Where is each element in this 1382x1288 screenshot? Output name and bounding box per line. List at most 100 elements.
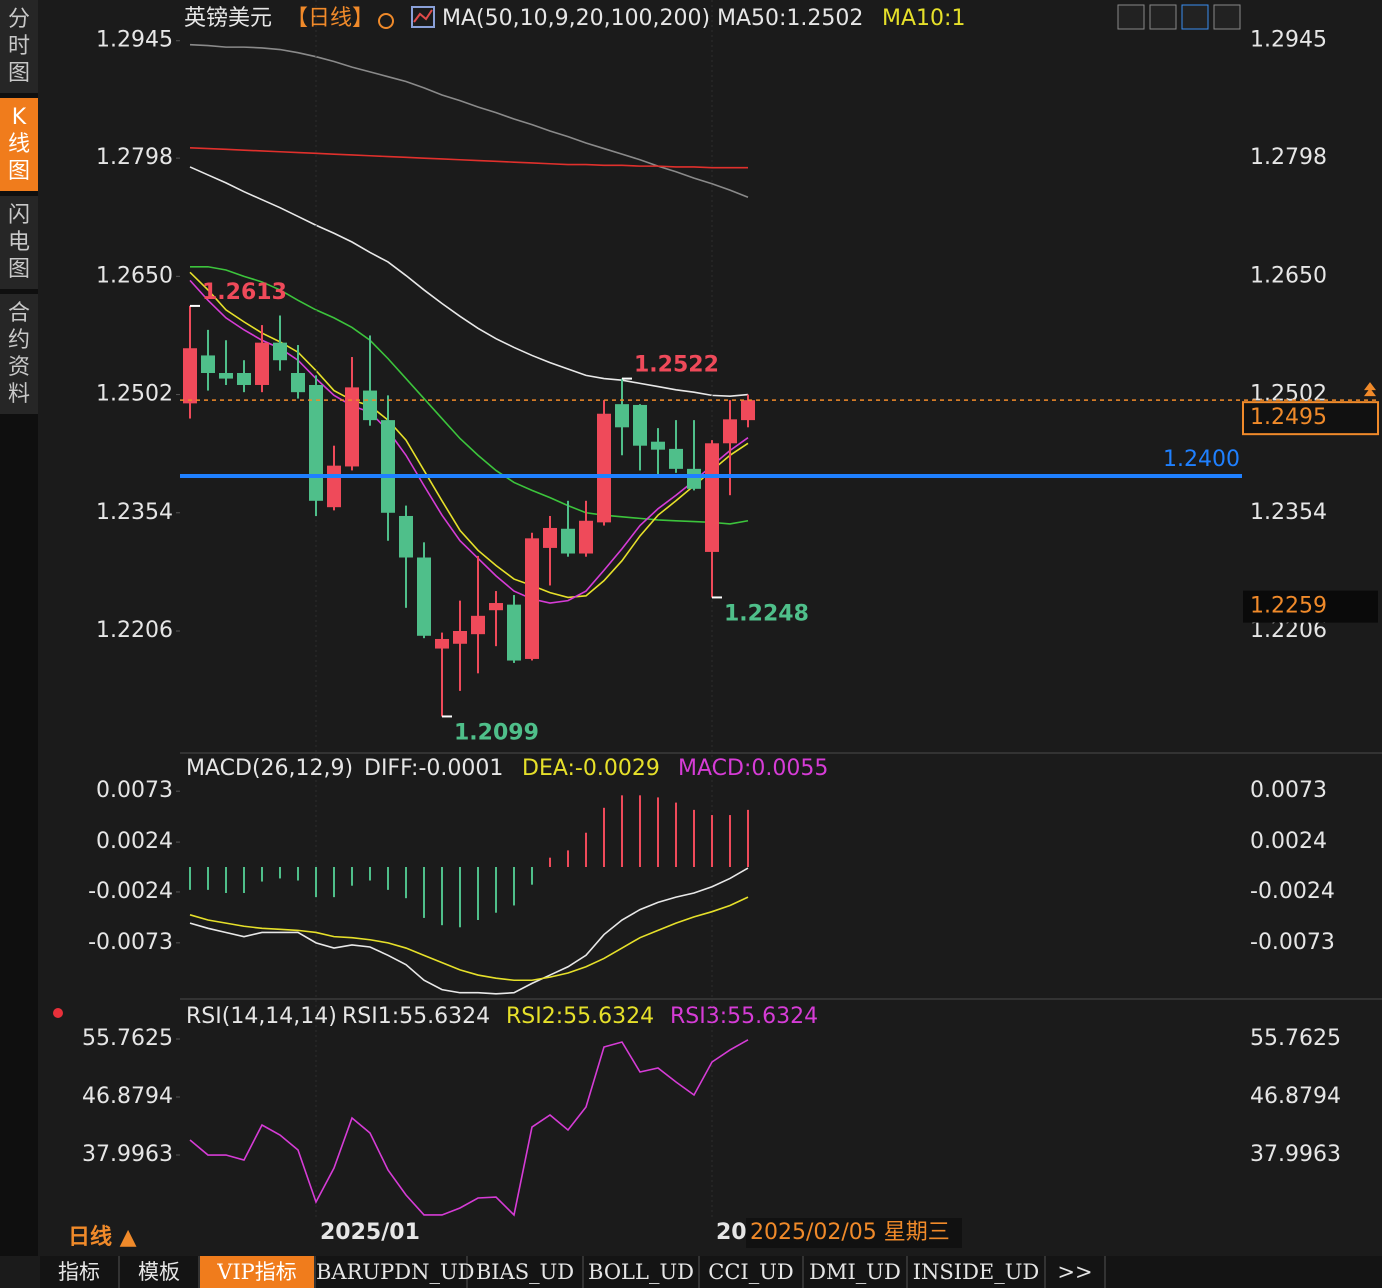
candle-body [255,342,269,385]
indicator-tab[interactable]: DMI_UD [804,1256,908,1288]
indicator-tab[interactable]: >> [1046,1256,1106,1288]
y-tick-label: 46.8794 [82,1084,173,1109]
chart-area: 英镑美元 【日线】 MA(50,10,9,20,100,200) MA50:1.… [38,0,1382,1256]
macd-value: DEA:-0.0029 [522,756,660,781]
indicator-icon[interactable] [411,6,435,28]
y-tick-label: 37.9963 [82,1142,173,1167]
last-price-label: 1.2495 [1250,405,1327,430]
candle-body [525,538,539,659]
y-tick-label: 46.8794 [1250,1084,1341,1109]
indicator-title: MA(50,10,9,20,100,200) [442,6,710,31]
cursor-date: 2025/02/05 星期三 [750,1220,950,1245]
candle-body [471,615,485,635]
cursor-price-label: 1.2259 [1250,594,1327,619]
indicator-tab[interactable]: BOLL_UD [584,1256,700,1288]
macd-value: DIFF:-0.0001 [364,756,503,781]
candle-body [579,520,593,554]
rsi-title: RSI(14,14,14) [186,1004,337,1029]
y-tick-label: 1.2945 [1250,28,1327,53]
period: 【日线】 [286,6,374,31]
rsi-icon[interactable] [53,1008,63,1018]
indicator-tab[interactable]: BARUPDN_UD [316,1256,474,1288]
indicator-tab[interactable]: INSIDE_UD [908,1256,1046,1288]
candle-body [201,355,215,374]
candle-body [687,468,701,489]
last-price-box [1242,401,1379,436]
period-label[interactable]: 日线 ▲ [68,1224,137,1250]
tool-button[interactable] [1117,4,1145,30]
macd-title: MACD(26,12,9) [186,756,353,781]
y-tick-label: 1.2798 [1250,145,1327,170]
indicator-line [189,867,749,995]
support-label: 1.2400 [1163,447,1240,472]
indicator-icon [413,9,433,23]
candle-body [363,390,377,421]
y-tick-label: 0.0073 [1250,778,1327,803]
high-label: 1.2613 [202,280,287,305]
y-tick-label: 0.0024 [96,829,173,854]
sidebar-tab[interactable]: K线图 [0,98,38,191]
candle-body [453,630,467,644]
high-label: 1.2522 [634,353,719,378]
candle-body [183,348,197,404]
candle-body [381,420,395,513]
candle-body [489,603,503,611]
indicator-line [189,146,748,169]
indicator-line [189,896,749,982]
candle-body [597,413,611,523]
toolbar [1117,4,1241,30]
candle-body [633,404,647,446]
indicator-tab[interactable]: BIAS_UD [468,1256,584,1288]
indicator-value: MA10:1 [882,6,965,31]
candle-body [327,465,341,508]
indicator-tab[interactable]: VIP指标 [200,1256,316,1288]
tool-button[interactable] [1149,4,1177,30]
candle-body [561,528,575,554]
candle-body [741,400,755,421]
rsi-value: RSI1:55.6324 [342,1004,490,1029]
candle-body [219,373,233,379]
candle-body [237,373,251,385]
candle-body [651,441,665,450]
indicator-tab[interactable]: 模板 [120,1256,200,1288]
tool-button[interactable] [1181,4,1209,30]
indicator-tab[interactable]: 指标 [40,1256,120,1288]
cursor-price-box [1243,590,1378,623]
indicator-tabs: 指标 模板 VIP指标 BARUPDN_UD BIAS_UD BOLL_UD CCI_UD D… [40,1256,1382,1288]
settings-icon[interactable] [378,13,394,29]
y-tick-label: 55.7625 [82,1026,173,1051]
y-tick-label: 1.2650 [1250,263,1327,288]
y-tick-label: 1.2650 [96,263,173,288]
y-tick-label: 1.2502 [96,382,173,407]
y-tick-label: -0.0073 [1250,930,1335,955]
price-arrow [1364,382,1376,397]
sidebar-tab[interactable]: 闪电图 [0,196,38,289]
candle-body [399,515,413,558]
candle-body [705,443,719,552]
y-tick-label: 37.9963 [1250,1142,1341,1167]
candle-body [291,373,305,393]
x-tick-label: 20 [716,1220,747,1245]
background [38,0,1382,1256]
candle-body [543,527,557,548]
candle-body [309,384,323,501]
y-tick-label: 1.2798 [96,145,173,170]
indicator-tab[interactable]: CCI_UD [700,1256,804,1288]
y-tick-label: -0.0024 [88,879,173,904]
sidebar-tab[interactable]: 分时图 [0,0,38,93]
indicator-line [189,166,749,397]
sidebar-tab[interactable]: 合约资料 [0,294,38,414]
candle-body [345,387,359,467]
macd-value: MACD:0.0055 [678,756,828,781]
tool-button[interactable] [1213,4,1241,30]
y-tick-label: 55.7625 [1250,1026,1341,1051]
candle-body [615,404,629,428]
candle-body [669,448,683,469]
sidebar: 分时图 K线图闪电图合约资料 [0,0,38,1256]
y-tick-label: 1.2354 [1250,500,1327,525]
low-label: 1.2099 [454,720,539,745]
low-label: 1.2248 [724,601,809,626]
candle-body [417,557,431,636]
indicator-value: MA50:1.2502 [717,6,863,31]
y-tick-label: 0.0073 [96,778,173,803]
